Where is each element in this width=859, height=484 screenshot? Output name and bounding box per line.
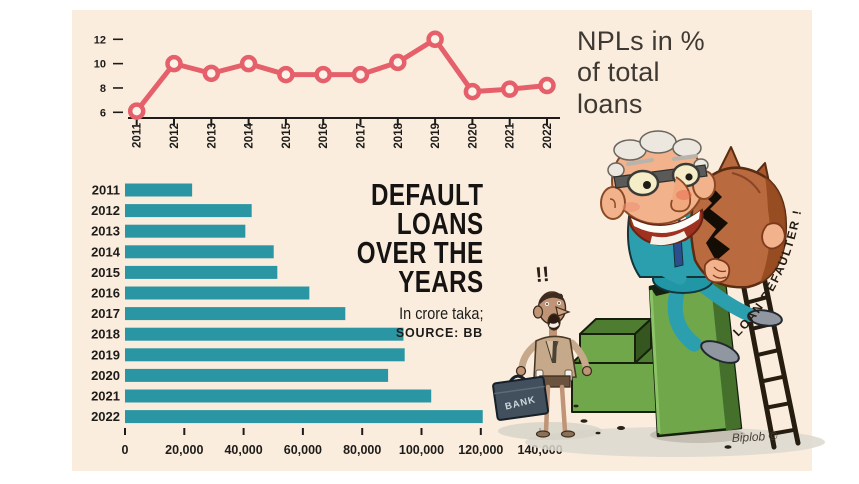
year-label: 2019: [430, 123, 442, 149]
x-axis-tick-label: 100,000: [399, 443, 444, 457]
banker-nose: [555, 306, 571, 317]
x-axis-tick-label: 20,000: [165, 443, 203, 457]
data-point-marker: [314, 65, 332, 84]
data-point-marker: [202, 64, 221, 83]
year-label: 2014: [244, 122, 256, 148]
bar-year-label: 2020: [91, 368, 120, 383]
year-label: 2012: [169, 123, 181, 149]
data-point-marker: [277, 65, 295, 84]
bar-year-label: 2014: [91, 244, 121, 259]
defaulter-ear-left: [600, 186, 626, 220]
banker-tie: [552, 341, 557, 363]
bar: [125, 265, 278, 279]
bar: [125, 410, 483, 424]
data-point-marker: [239, 54, 258, 73]
year-label: 2022: [542, 123, 554, 149]
defaulter-left-shoe: [700, 340, 740, 364]
data-point-marker: [351, 65, 370, 84]
bar: [125, 286, 310, 300]
defaulter-left-hand: [703, 257, 731, 284]
data-point-marker: [538, 76, 556, 95]
bar-year-label: 2022: [91, 409, 120, 424]
bar-year-label: 2015: [91, 265, 120, 280]
bar: [125, 389, 432, 403]
bar: [125, 307, 346, 321]
defaulter-grin: [628, 208, 704, 246]
bar: [125, 183, 193, 197]
headline-line1: DEFAULT: [370, 177, 483, 212]
bar: [125, 204, 252, 218]
headline-line3: OVER THE: [356, 235, 483, 271]
y-axis-label: 10: [94, 59, 106, 71]
line-chart-title: NPLs in % of total loans: [577, 26, 767, 120]
x-axis-tick-label: 120,000: [458, 443, 503, 457]
bar-year-label: 2013: [91, 224, 120, 239]
bar: [125, 368, 389, 382]
bar: [125, 348, 405, 362]
bar: [125, 224, 246, 238]
headline-line4: YEARS: [397, 264, 483, 300]
x-axis-tick-label: 0: [122, 443, 129, 457]
data-point-marker: [500, 80, 519, 98]
bar-year-label: 2016: [91, 286, 120, 301]
year-label: 2016: [318, 123, 330, 149]
year-label: 2020: [467, 123, 479, 149]
year-label: 2015: [281, 122, 293, 148]
headline-block: DEFAULT LOANS OVER THE YEARS In crore ta…: [321, 177, 483, 340]
loan-defaulter-figure: [600, 130, 787, 364]
defaulter-gray-hair: [607, 130, 709, 178]
year-label: 2017: [356, 123, 368, 149]
bar: [125, 327, 404, 341]
defaulter-right-leg: [698, 280, 757, 322]
banker-ear: [532, 305, 544, 319]
shocked-exclamation: !!: [534, 263, 550, 287]
line-chart-title-line1: NPLs in %: [577, 26, 705, 56]
npl-line-series: [134, 36, 550, 114]
year-label: 2018: [393, 122, 405, 148]
x-axis-tick-label: 60,000: [284, 443, 322, 457]
piggy-bank-crack: [700, 183, 730, 261]
y-axis-label: 12: [94, 34, 106, 46]
bar-year-label: 2021: [91, 389, 120, 404]
bar-year-label: 2019: [91, 347, 120, 362]
bar: [125, 245, 274, 259]
data-point-marker: [463, 82, 482, 101]
bank-briefcase: BANK: [492, 374, 550, 421]
data-point-marker: [127, 102, 146, 120]
y-axis-label: 6: [100, 107, 106, 119]
year-label: 2021: [505, 122, 517, 148]
defaulter-right-shoe: [747, 309, 783, 327]
banker-right-hand: [581, 365, 593, 377]
x-axis-tick-label: 40,000: [224, 443, 262, 457]
headline-line2: LOANS: [396, 206, 483, 242]
line-chart-title-line2: of total: [577, 57, 660, 88]
data-point-marker: [426, 30, 444, 49]
year-label: 2011: [132, 122, 144, 148]
npl-line-chart: 12 10 8 6 2011 2012 2013 2014 2015 2016 2017 2018 20…: [94, 30, 560, 149]
defaulter-right-hand: [761, 222, 786, 250]
data-point-marker: [165, 54, 183, 73]
x-axis-tick-label: 80,000: [343, 443, 381, 457]
y-axis-label: 8: [100, 83, 106, 95]
debris-dots: [573, 404, 732, 449]
line-chart-title-line3: loans: [577, 88, 643, 119]
defaulter-head: [600, 130, 716, 246]
ladder: [740, 274, 801, 450]
cartoon-illustration: !! BANK: [492, 130, 825, 457]
cartoonist-signature: Biplob ©: [731, 429, 777, 445]
headline-source: SOURCE: BB: [395, 325, 483, 340]
bar-year-label: 2012: [91, 203, 120, 218]
bar-year-label: 2018: [91, 327, 120, 342]
bar-year-label: 2017: [91, 306, 120, 321]
year-label: 2013: [206, 123, 218, 149]
headline-unit: In crore taka;: [398, 303, 483, 323]
default-loans-bar-chart: 2011 2012 2013 2014 2015 2016 2017 2018 2019 2020…: [91, 183, 563, 458]
bar-year-label: 2011: [92, 183, 120, 198]
banker-hair: [539, 292, 564, 304]
data-point-marker: [389, 53, 407, 72]
banker-left-hand: [515, 365, 527, 377]
